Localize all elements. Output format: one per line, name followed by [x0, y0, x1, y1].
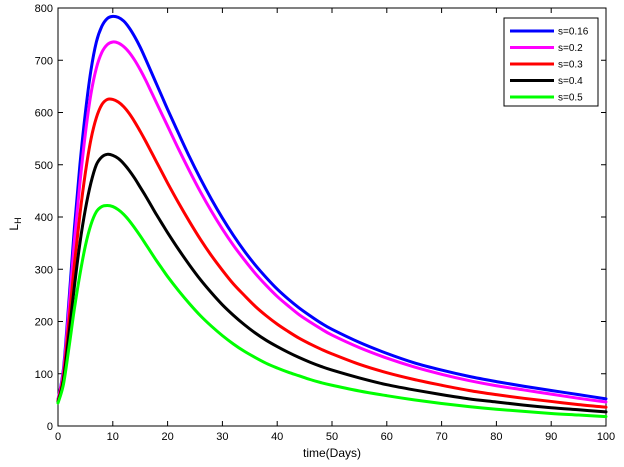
x-tick-label: 30: [216, 431, 228, 443]
x-axis-label: time(Days): [303, 446, 361, 460]
y-tick-label: 600: [35, 108, 53, 120]
legend: s=0.16 s=0.2 s=0.3 s=0.4 s=0.5: [503, 17, 599, 107]
x-tick-label: 20: [161, 431, 173, 443]
series-line: [56, 97, 608, 409]
x-tick-label: 100: [597, 431, 615, 443]
x-tick-label: 10: [107, 431, 119, 443]
y-tick-label: 400: [35, 212, 53, 224]
x-tick-label: 70: [435, 431, 447, 443]
y-tick-label: 700: [35, 55, 53, 67]
y-tick-label: 800: [35, 3, 53, 15]
series-line: [56, 40, 608, 404]
y-axis-label: LH: [7, 217, 23, 230]
y-axis-label-subscript: H: [13, 217, 23, 224]
x-tick-label: 90: [545, 431, 557, 443]
y-tick-label: 500: [35, 160, 53, 172]
x-tick-label: 40: [271, 431, 283, 443]
legend-label: s=0.5: [558, 93, 583, 104]
series-line: [56, 14, 608, 402]
x-tick-labels: 0 10 20 30 40 50 60 70 80 90 100: [55, 431, 615, 443]
y-tick-label: 0: [47, 421, 53, 433]
y-tick-label: 200: [35, 317, 53, 329]
series-line: [56, 152, 608, 414]
y-tick-label: 300: [35, 264, 53, 276]
x-tick-label: 0: [55, 431, 61, 443]
legend-label: s=0.3: [558, 60, 583, 71]
x-tick-label: 50: [326, 431, 338, 443]
series-lines: [56, 14, 608, 419]
y-tick-label: 100: [35, 369, 53, 381]
x-tick-label: 60: [381, 431, 393, 443]
legend-box: [503, 17, 599, 107]
y-axis-label-main: L: [7, 224, 21, 231]
legend-label: s=0.4: [558, 76, 583, 87]
legend-label: s=0.16: [558, 27, 589, 38]
x-tick-label: 80: [490, 431, 502, 443]
y-tick-labels: 0 100 200 300 400 500 600 700 800: [35, 3, 53, 433]
axis-ticks: [57, 7, 607, 427]
series-line: [56, 204, 608, 419]
legend-label: s=0.2: [558, 43, 583, 54]
